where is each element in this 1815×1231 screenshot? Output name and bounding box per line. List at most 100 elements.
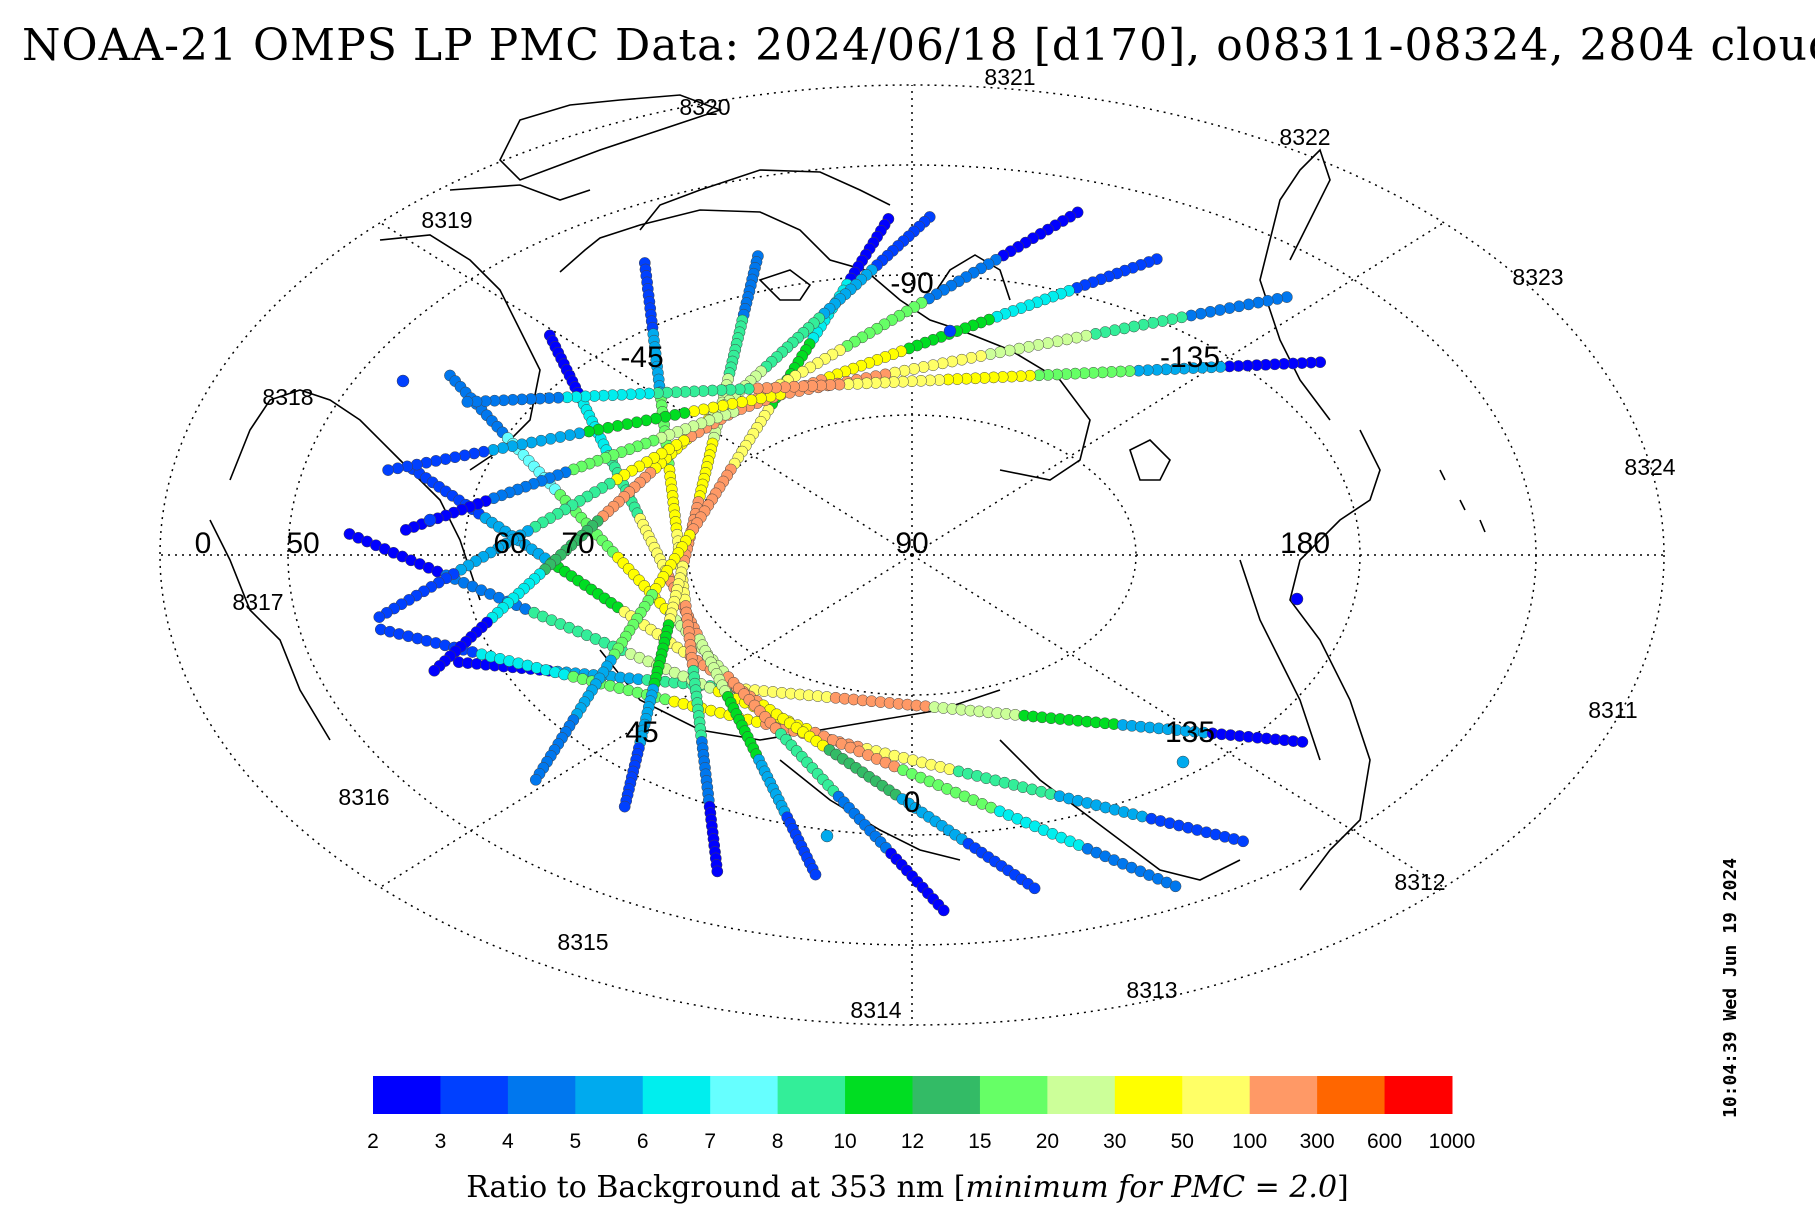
coastline-segment xyxy=(1439,469,1486,533)
pmc-observation-dot xyxy=(1080,329,1092,342)
pmc-observation-dot xyxy=(1022,340,1035,353)
colorbar-swatch xyxy=(1047,1076,1116,1114)
pmc-observation-dot xyxy=(410,458,423,471)
pmc-observation-dot xyxy=(908,363,920,375)
pmc-observation-dot xyxy=(809,868,822,881)
pmc-observation-dot xyxy=(1175,311,1188,324)
pmc-observation-dot xyxy=(1233,300,1245,313)
colorbar-swatch xyxy=(1317,1076,1386,1114)
pmc-observation-dot xyxy=(936,357,949,370)
colorbar-swatch xyxy=(845,1076,913,1114)
colorbar-label: Ratio to Background at 353 nm [minimum f… xyxy=(0,1170,1815,1205)
pmc-observation-dot xyxy=(468,447,480,460)
pmc-observation-dot xyxy=(611,420,624,432)
orbit-track-8323 xyxy=(382,291,1293,476)
orbit-label: 8322 xyxy=(1279,124,1330,150)
longitude-label: 135 xyxy=(1165,716,1215,749)
longitude-label: -90 xyxy=(890,267,933,300)
pmc-observation-dot xyxy=(583,425,595,438)
orbit-track-8321 xyxy=(373,206,1084,623)
pmc-observation-dot xyxy=(955,353,968,366)
pmc-observation-dot xyxy=(640,414,653,427)
pmc-observation-dot xyxy=(1108,324,1121,337)
pmc-observation-dot xyxy=(1214,304,1226,316)
coastline-segment xyxy=(1239,559,1321,761)
pmc-observation-dot xyxy=(711,865,724,878)
pmc-observation-dot xyxy=(1185,309,1198,322)
coastline-segment xyxy=(1259,148,1331,421)
colorbar-tick-label: 2 xyxy=(367,1130,379,1153)
pmc-observation-dot xyxy=(898,364,911,377)
pmc-observation-dot xyxy=(525,436,538,449)
orbit-label: 8318 xyxy=(262,384,313,410)
orbit-label: 8313 xyxy=(1126,977,1177,1003)
coastline-segment xyxy=(499,94,723,181)
isolated-pmc-dot xyxy=(820,829,834,843)
pmc-orbit-tracks xyxy=(343,206,1327,917)
pmc-observation-dot xyxy=(975,350,987,362)
pmc-observation-dot xyxy=(1156,315,1169,327)
pmc-observation-dot xyxy=(382,464,394,476)
colorbar-label-suffix: ] xyxy=(1337,1170,1349,1205)
latitude-label: 0 xyxy=(195,527,212,560)
pmc-observation-dot xyxy=(544,432,557,445)
pmc-observation-dot xyxy=(458,449,471,462)
orbit-label: 8316 xyxy=(338,784,389,810)
longitude-label: -45 xyxy=(620,341,663,374)
pmc-observation-dot xyxy=(1041,337,1054,349)
pmc-observation-dot xyxy=(373,611,386,623)
pmc-observation-dot xyxy=(1280,291,1293,303)
pmc-observation-dot xyxy=(1271,293,1284,305)
colorbar-swatch xyxy=(373,1076,441,1114)
coastline-segment xyxy=(929,254,1011,301)
pmc-observation-dot xyxy=(1169,880,1182,893)
pmc-observation-dot xyxy=(420,456,433,469)
orbit-label: 8315 xyxy=(557,929,608,955)
orbit-label: 8317 xyxy=(232,589,283,615)
colorbar-swatch xyxy=(575,1076,644,1114)
latitude-longitude-grid xyxy=(159,84,1665,1026)
pmc-observation-dot xyxy=(736,396,748,408)
colorbar-swatch xyxy=(1114,1076,1183,1114)
colorbar-tick-label: 50 xyxy=(1171,1130,1194,1153)
isolated-pmc-dot xyxy=(1176,755,1190,769)
pmc-observation-dot xyxy=(678,407,691,419)
pmc-observation-dot xyxy=(1296,736,1309,748)
isolated-pmc-dot xyxy=(396,374,410,388)
pmc-observation-dot xyxy=(1242,298,1255,311)
pmc-observation-dot xyxy=(563,429,576,441)
orbit-label: 8323 xyxy=(1512,264,1563,290)
colorbar-swatch xyxy=(507,1076,576,1114)
pmc-observation-dot xyxy=(391,462,404,475)
orbit-number-labels: 8321 8320 8322 8319 8323 8318 8324 8317 8311 8316… xyxy=(232,64,1675,1023)
map-labels: 0 50 60 70 90 -90 -45 -135 180 135 45 0 xyxy=(195,267,1330,819)
pmc-observation-dot xyxy=(1003,344,1016,357)
coastline-segment xyxy=(758,269,812,301)
pmc-observation-dot xyxy=(1051,335,1064,348)
latitude-label: 90 xyxy=(895,527,928,560)
orbit-label: 8311 xyxy=(1588,697,1637,723)
coastline-segment xyxy=(1289,429,1381,891)
pmc-observation-dot xyxy=(1061,333,1073,346)
pmc-observation-dot xyxy=(669,409,681,421)
pmc-observation-dot xyxy=(554,431,567,443)
latitude-circle xyxy=(159,84,1665,1026)
pmc-observation-dot xyxy=(401,460,414,473)
colorbar-tick-label: 15 xyxy=(968,1130,991,1153)
orbit-track-8320 xyxy=(428,211,936,677)
pmc-observation-dot xyxy=(1028,882,1041,895)
pmc-observation-dot xyxy=(1099,326,1112,338)
longitude-label: -135 xyxy=(1160,341,1220,374)
orbit-label: 8324 xyxy=(1624,454,1675,480)
pmc-observation-dot xyxy=(1070,331,1083,344)
orbit-label: 8320 xyxy=(679,94,730,120)
pmc-observation-dot xyxy=(965,351,978,364)
pmc-observation-dot xyxy=(618,800,631,813)
orbit-label: 8321 xyxy=(984,64,1035,90)
pmc-observation-dot xyxy=(1261,294,1274,307)
colorbar: 2 3 4 5 6 7 8 10 12 15 20 30 50 100 300 600 1000 xyxy=(367,1076,1475,1153)
pmc-observation-dot xyxy=(946,355,959,368)
pmc-observation-dot xyxy=(917,361,930,373)
colorbar-swatch xyxy=(642,1076,711,1114)
